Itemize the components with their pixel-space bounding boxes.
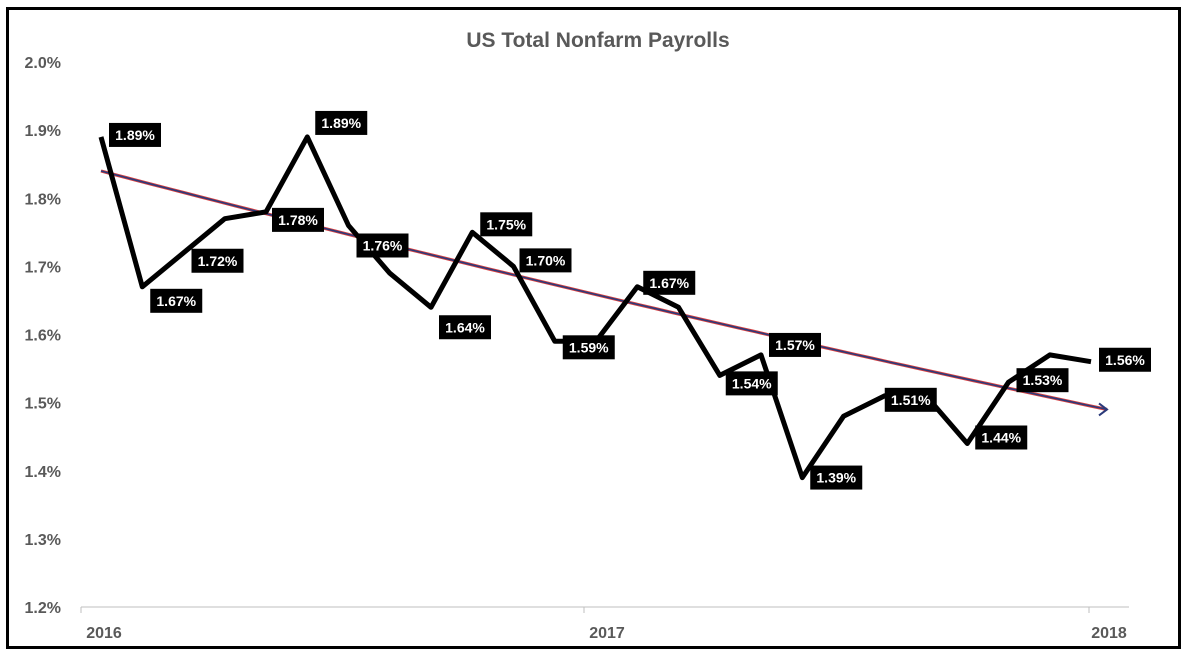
chart-canvas: US Total Nonfarm Payrolls 1.2%1.3%1.4%1.… xyxy=(25,29,1151,642)
data-label-text: 1.64% xyxy=(445,319,485,335)
x-axis: 2016 2017 2018 xyxy=(80,606,1129,642)
data-label: 1.89% xyxy=(315,110,368,135)
data-label-box xyxy=(810,465,863,490)
data-label-box xyxy=(272,207,324,232)
data-label-text: 1.67% xyxy=(156,293,196,309)
y-tick-label: 2.0% xyxy=(25,55,61,72)
data-label: 1.57% xyxy=(769,332,821,357)
data-label-box xyxy=(519,248,572,273)
data-label: 1.44% xyxy=(975,425,1028,450)
data-label: 1.72% xyxy=(191,248,244,273)
data-label-text: 1.89% xyxy=(321,115,361,131)
data-label-box xyxy=(109,122,161,147)
data-label-text: 1.44% xyxy=(981,430,1021,446)
data-label-text: 1.75% xyxy=(486,216,526,232)
data-label-text: 1.56% xyxy=(1105,352,1145,368)
trendline-shadow xyxy=(100,169,1108,411)
data-label: 1.76% xyxy=(356,233,409,258)
x-tick-label: 2017 xyxy=(589,625,625,642)
data-label: 1.67% xyxy=(150,288,203,313)
data-label-text: 1.59% xyxy=(569,339,609,355)
data-label-box xyxy=(315,110,368,135)
data-label-box xyxy=(1099,347,1151,372)
data-label-text: 1.67% xyxy=(649,275,689,291)
data-label-text: 1.57% xyxy=(775,337,815,353)
data-label: 1.56% xyxy=(1099,347,1151,372)
data-label-box xyxy=(480,212,533,237)
data-label-box xyxy=(191,248,244,273)
y-tick-label: 1.2% xyxy=(25,600,61,617)
y-tick-label: 1.3% xyxy=(25,532,61,549)
data-label-box xyxy=(769,332,821,357)
series-line xyxy=(98,134,1092,481)
data-label-text: 1.51% xyxy=(891,392,931,408)
data-label-box xyxy=(562,335,615,360)
data-labels: 1.89% 1.67% 1.72% 1.78% 1.89% 1.76% 1.64% 1.75%… xyxy=(109,110,1151,490)
data-label-box xyxy=(884,387,937,412)
data-label-box xyxy=(439,315,491,340)
data-label: 1.67% xyxy=(643,270,696,295)
y-tick-label: 1.7% xyxy=(25,259,61,276)
data-label-box xyxy=(975,425,1028,450)
chart-title: US Total Nonfarm Payrolls xyxy=(466,29,729,52)
y-tick-label: 1.5% xyxy=(25,396,61,413)
data-label-text: 1.39% xyxy=(816,470,856,486)
x-tick-label: 2016 xyxy=(86,625,122,642)
data-label: 1.54% xyxy=(725,371,778,396)
data-label: 1.51% xyxy=(884,387,937,412)
y-tick-label: 1.8% xyxy=(25,191,61,208)
y-axis: 1.2% 1.3% 1.4% 1.5% 1.6% 1.7% 1.8% 1.9% 2.0% xyxy=(25,55,61,617)
series-polyline xyxy=(98,134,1092,481)
data-label: 1.53% xyxy=(1016,368,1069,393)
data-label-text: 1.76% xyxy=(363,238,403,254)
trendline-path xyxy=(100,170,1108,411)
data-label-text: 1.78% xyxy=(278,212,318,228)
data-label-text: 1.53% xyxy=(1023,372,1063,388)
data-label-box xyxy=(150,288,203,313)
data-label: 1.89% xyxy=(109,122,161,147)
y-tick-label: 1.4% xyxy=(25,464,61,481)
x-tick-label: 2018 xyxy=(1091,625,1127,642)
data-label: 1.39% xyxy=(810,465,863,490)
data-label: 1.64% xyxy=(439,315,491,340)
data-label-box xyxy=(725,371,778,396)
y-tick-label: 1.9% xyxy=(25,123,61,140)
trendline-arrowhead xyxy=(1098,402,1109,417)
data-label-box xyxy=(643,270,696,295)
data-label: 1.75% xyxy=(480,212,533,237)
data-label-box xyxy=(356,233,409,258)
data-label: 1.70% xyxy=(519,248,572,273)
data-label: 1.59% xyxy=(562,335,615,360)
data-label-box xyxy=(1016,368,1069,393)
data-label-text: 1.70% xyxy=(526,252,566,268)
y-tick-label: 1.6% xyxy=(25,328,61,345)
data-label-text: 1.72% xyxy=(198,253,238,269)
data-label-text: 1.54% xyxy=(732,375,772,391)
data-label-text: 1.89% xyxy=(115,127,155,143)
data-label: 1.78% xyxy=(272,207,324,232)
chart-frame: US Total Nonfarm Payrolls 1.2% 1.3% 1.4% 1.… xyxy=(6,7,1181,649)
trendline xyxy=(100,169,1109,417)
